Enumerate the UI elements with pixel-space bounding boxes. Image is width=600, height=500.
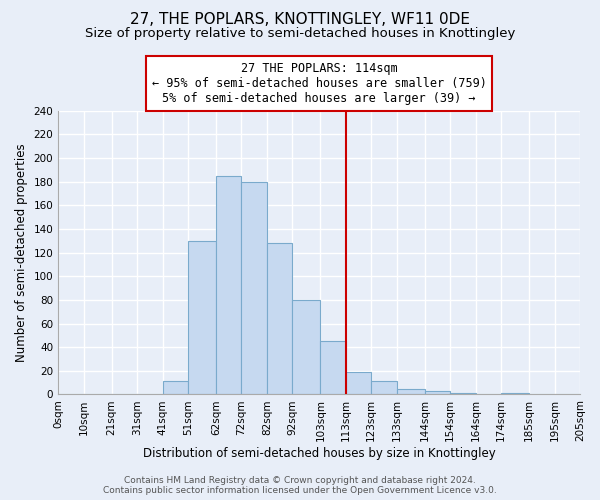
X-axis label: Distribution of semi-detached houses by size in Knottingley: Distribution of semi-detached houses by … (143, 447, 496, 460)
Bar (241, 182, 267, 394)
Bar (397, 388, 425, 394)
Bar (188, 241, 216, 394)
Bar (163, 382, 188, 394)
Bar (346, 372, 371, 394)
Text: Size of property relative to semi-detached houses in Knottingley: Size of property relative to semi-detach… (85, 28, 515, 40)
Y-axis label: Number of semi-detached properties: Number of semi-detached properties (15, 144, 28, 362)
Text: 27 THE POPLARS: 114sqm
← 95% of semi-detached houses are smaller (759)
5% of sem: 27 THE POPLARS: 114sqm ← 95% of semi-det… (152, 62, 487, 105)
Bar (292, 300, 320, 394)
Bar (425, 391, 450, 394)
Text: 27, THE POPLARS, KNOTTINGLEY, WF11 0DE: 27, THE POPLARS, KNOTTINGLEY, WF11 0DE (130, 12, 470, 28)
Text: Contains HM Land Registry data © Crown copyright and database right 2024.
Contai: Contains HM Land Registry data © Crown c… (103, 476, 497, 495)
Bar (371, 382, 397, 394)
Bar (320, 342, 346, 394)
Bar (267, 243, 292, 394)
Bar (216, 176, 241, 394)
